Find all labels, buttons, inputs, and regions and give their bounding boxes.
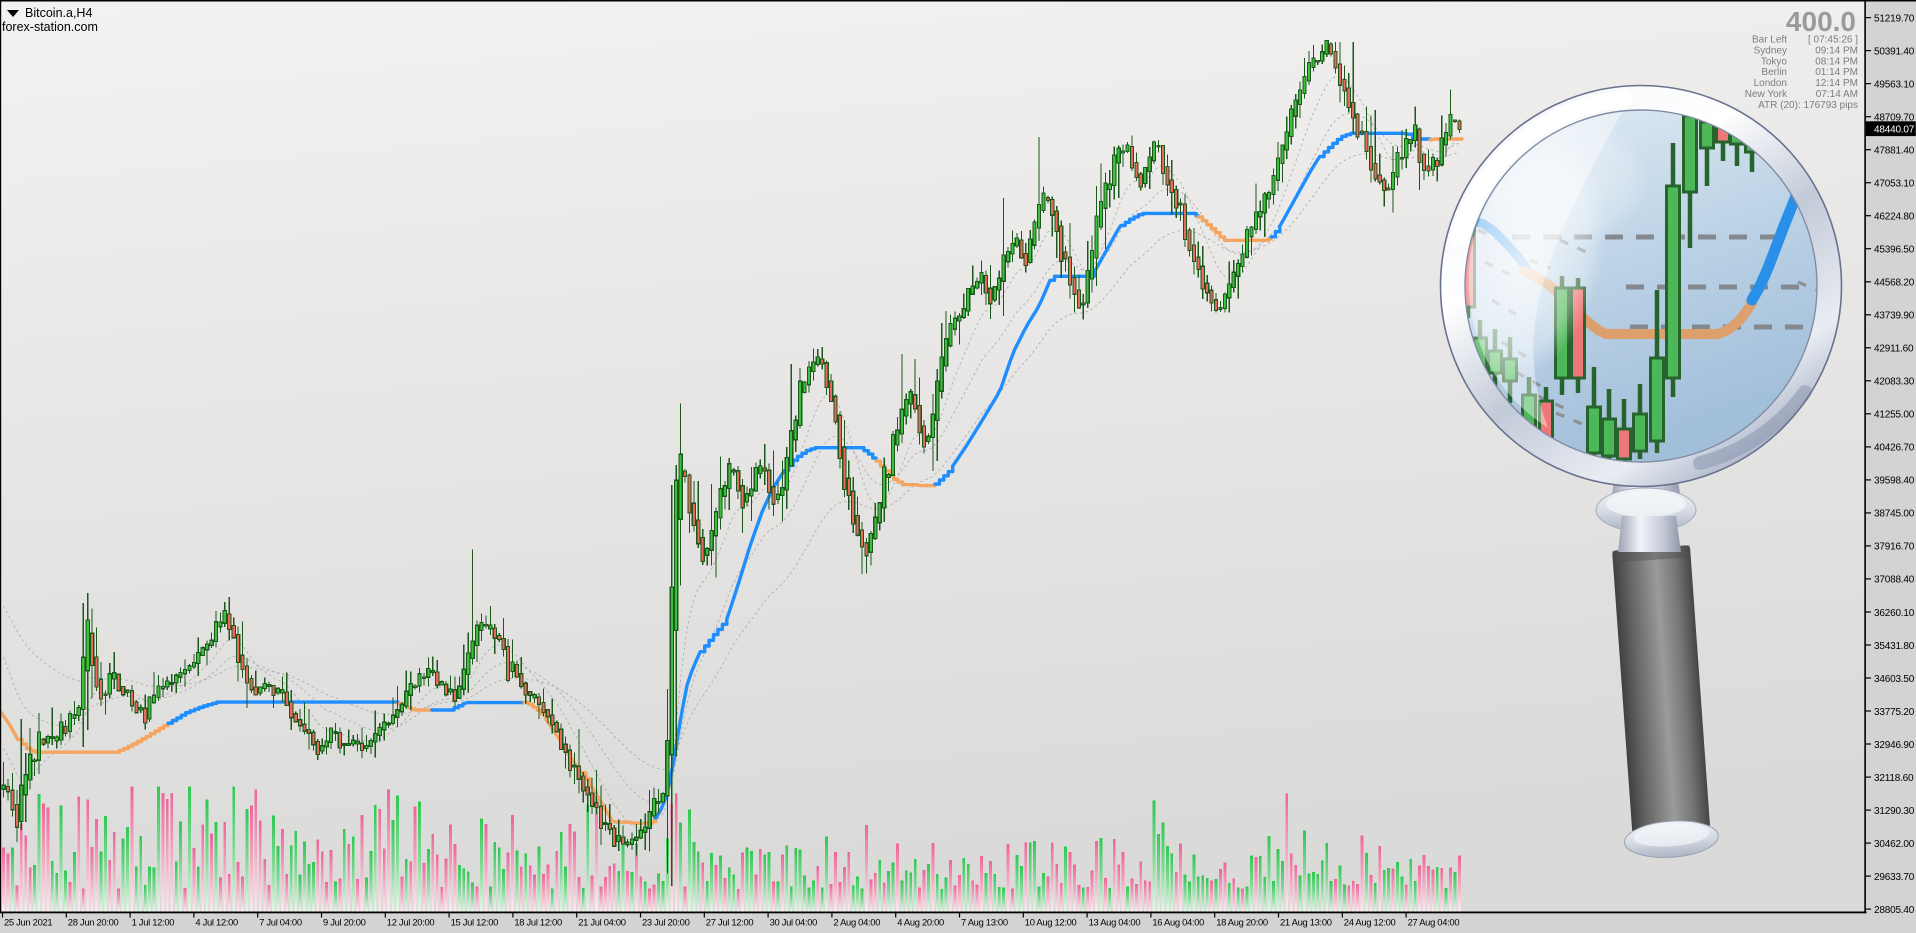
svg-text:1 Jul 12:00: 1 Jul 12:00 <box>132 917 175 928</box>
svg-text:7 Jul 04:00: 7 Jul 04:00 <box>259 917 302 928</box>
svg-text:16 Aug 04:00: 16 Aug 04:00 <box>1152 917 1204 928</box>
svg-text:Bar Left: Bar Left <box>1752 35 1787 46</box>
svg-text:4 Aug 20:00: 4 Aug 20:00 <box>897 917 944 928</box>
svg-text:08:14 PM: 08:14 PM <box>1815 56 1858 67</box>
svg-text:Bitcoin.a,H4: Bitcoin.a,H4 <box>25 6 92 20</box>
svg-text:01:14 PM: 01:14 PM <box>1815 67 1858 78</box>
svg-text:28805.40: 28805.40 <box>1874 905 1915 916</box>
svg-text:38745.00: 38745.00 <box>1874 509 1915 520</box>
svg-text:27 Jul 12:00: 27 Jul 12:00 <box>706 917 754 928</box>
svg-text:48709.70: 48709.70 <box>1874 113 1915 124</box>
svg-text:London: London <box>1754 78 1787 89</box>
svg-text:30462.00: 30462.00 <box>1874 839 1915 850</box>
svg-text:47053.10: 47053.10 <box>1874 179 1915 190</box>
svg-text:18 Aug 20:00: 18 Aug 20:00 <box>1216 917 1268 928</box>
svg-text:41255.00: 41255.00 <box>1874 410 1915 421</box>
svg-text:31290.30: 31290.30 <box>1874 806 1915 817</box>
svg-text:400.0: 400.0 <box>1786 6 1856 37</box>
svg-text:18 Jul 12:00: 18 Jul 12:00 <box>514 917 562 928</box>
svg-text:21 Aug 13:00: 21 Aug 13:00 <box>1280 917 1332 928</box>
svg-text:10 Aug 12:00: 10 Aug 12:00 <box>1025 917 1077 928</box>
svg-text:09:14 PM: 09:14 PM <box>1815 45 1858 56</box>
svg-text:15 Jul 12:00: 15 Jul 12:00 <box>451 917 499 928</box>
svg-text:[ 07:45:26 ]: [ 07:45:26 ] <box>1808 35 1858 46</box>
svg-text:51219.70: 51219.70 <box>1874 13 1915 24</box>
svg-text:13 Aug 04:00: 13 Aug 04:00 <box>1089 917 1141 928</box>
svg-text:35431.80: 35431.80 <box>1874 641 1915 652</box>
svg-text:33775.20: 33775.20 <box>1874 707 1915 718</box>
svg-text:12 Jul 20:00: 12 Jul 20:00 <box>387 917 435 928</box>
svg-text:32118.60: 32118.60 <box>1874 773 1914 784</box>
svg-text:32946.90: 32946.90 <box>1874 740 1915 751</box>
svg-text:39598.40: 39598.40 <box>1874 476 1915 487</box>
svg-text:36260.10: 36260.10 <box>1874 608 1915 619</box>
svg-text:New York: New York <box>1745 89 1788 100</box>
svg-text:4 Jul 12:00: 4 Jul 12:00 <box>195 917 238 928</box>
svg-text:42083.30: 42083.30 <box>1874 377 1915 388</box>
svg-text:25 Jun 2021: 25 Jun 2021 <box>4 917 52 928</box>
svg-text:47881.40: 47881.40 <box>1874 146 1915 157</box>
svg-text:07:14 AM: 07:14 AM <box>1816 89 1858 100</box>
svg-text:30 Jul 04:00: 30 Jul 04:00 <box>770 917 818 928</box>
svg-text:29633.70: 29633.70 <box>1874 872 1915 883</box>
svg-text:28 Jun 20:00: 28 Jun 20:00 <box>68 917 119 928</box>
svg-text:43739.90: 43739.90 <box>1874 311 1915 322</box>
svg-text:12:14 PM: 12:14 PM <box>1815 78 1858 89</box>
svg-text:37088.40: 37088.40 <box>1874 575 1915 586</box>
svg-text:Tokyo: Tokyo <box>1761 56 1788 67</box>
svg-text:48440.07: 48440.07 <box>1874 125 1915 136</box>
svg-text:44568.20: 44568.20 <box>1874 278 1915 289</box>
svg-text:Berlin: Berlin <box>1761 67 1787 78</box>
svg-text:50391.40: 50391.40 <box>1874 46 1915 57</box>
svg-text:23 Jul 20:00: 23 Jul 20:00 <box>642 917 690 928</box>
svg-text:Sydney: Sydney <box>1754 45 1787 56</box>
svg-text:21 Jul 04:00: 21 Jul 04:00 <box>578 917 626 928</box>
svg-text:49563.10: 49563.10 <box>1874 79 1915 90</box>
svg-text:46224.80: 46224.80 <box>1874 212 1915 223</box>
svg-text:7 Aug 13:00: 7 Aug 13:00 <box>961 917 1008 928</box>
svg-text:45396.50: 45396.50 <box>1874 245 1915 256</box>
svg-text:ATR (20): 176793 pips: ATR (20): 176793 pips <box>1758 100 1858 111</box>
svg-text:40426.70: 40426.70 <box>1874 443 1915 454</box>
svg-text:9 Jul 20:00: 9 Jul 20:00 <box>323 917 366 928</box>
svg-text:37916.70: 37916.70 <box>1874 542 1915 553</box>
svg-text:27 Aug 04:00: 27 Aug 04:00 <box>1408 917 1460 928</box>
svg-text:2 Aug 04:00: 2 Aug 04:00 <box>833 917 880 928</box>
svg-text:34603.50: 34603.50 <box>1874 674 1915 685</box>
svg-text:42911.60: 42911.60 <box>1874 344 1914 355</box>
svg-text:forex-station.com: forex-station.com <box>2 20 98 34</box>
svg-text:24 Aug 12:00: 24 Aug 12:00 <box>1344 917 1396 928</box>
